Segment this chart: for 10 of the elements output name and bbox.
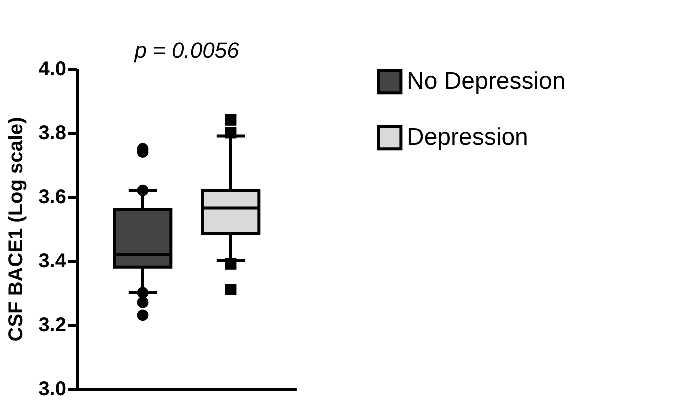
y-tick-label: 3.6 bbox=[38, 186, 66, 208]
y-tick-label: 3.2 bbox=[38, 314, 66, 336]
y-tick-label: 3.4 bbox=[38, 250, 68, 272]
y-tick-label: 3.0 bbox=[38, 378, 66, 400]
y-tick-label: 4.0 bbox=[38, 58, 66, 80]
y-axis-title: CSF BACE1 (Log scale) bbox=[6, 117, 28, 342]
legend-label: Depression bbox=[407, 124, 528, 151]
legend-label: No Depression bbox=[407, 68, 566, 95]
y-tick-label: 3.8 bbox=[38, 122, 66, 144]
text: p = 0.0056 bbox=[134, 38, 240, 63]
